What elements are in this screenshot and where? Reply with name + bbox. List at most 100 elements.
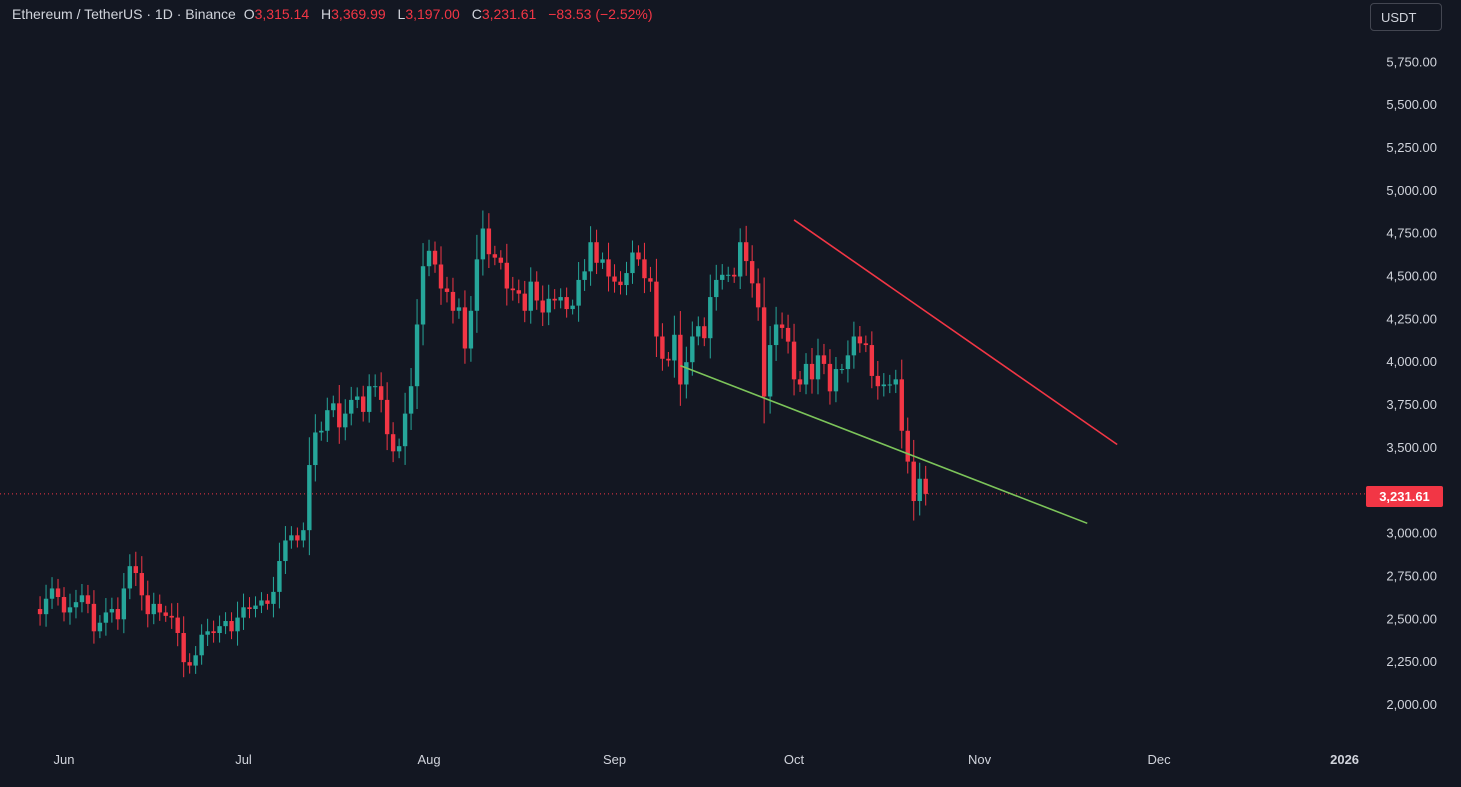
candle bbox=[540, 285, 545, 326]
candle-body bbox=[127, 566, 133, 589]
candle-body bbox=[319, 430, 324, 433]
candle-body bbox=[618, 281, 623, 286]
candle bbox=[361, 385, 366, 422]
candle bbox=[432, 241, 438, 273]
candle-body bbox=[408, 386, 414, 414]
candle-body bbox=[600, 259, 605, 263]
candle bbox=[917, 462, 922, 516]
candle bbox=[845, 340, 851, 383]
x-tick-label: Oct bbox=[784, 752, 805, 767]
candle bbox=[187, 653, 192, 674]
candle bbox=[343, 399, 348, 441]
candle-body bbox=[67, 607, 73, 613]
candle bbox=[175, 602, 180, 647]
candle-body bbox=[534, 281, 539, 301]
candle-body bbox=[133, 566, 139, 574]
candle-body bbox=[726, 274, 731, 276]
candle bbox=[337, 384, 342, 444]
trendlines-layer[interactable] bbox=[680, 219, 1118, 525]
candle bbox=[145, 580, 150, 628]
candle-body bbox=[253, 605, 258, 610]
candle-body bbox=[97, 622, 103, 632]
candle-body bbox=[151, 603, 156, 615]
candle-body bbox=[594, 242, 599, 263]
candle bbox=[785, 314, 791, 354]
candle bbox=[438, 246, 444, 305]
candle-body bbox=[785, 327, 791, 342]
candle-body bbox=[366, 386, 372, 412]
candle-body bbox=[61, 597, 67, 613]
candle bbox=[570, 299, 575, 315]
x-tick-label: Jul bbox=[235, 752, 252, 767]
candle-body bbox=[390, 434, 396, 452]
y-tick-label: 4,750.00 bbox=[1386, 226, 1437, 241]
candle bbox=[755, 268, 761, 321]
candle-body bbox=[809, 363, 815, 380]
candle bbox=[791, 323, 797, 396]
candle bbox=[851, 321, 857, 369]
resistance-trendline[interactable] bbox=[793, 219, 1118, 446]
candle-body bbox=[337, 403, 342, 428]
candle bbox=[169, 603, 174, 629]
candle bbox=[672, 315, 677, 378]
candle-body bbox=[570, 305, 575, 310]
candle-body bbox=[378, 386, 384, 400]
candle bbox=[480, 210, 486, 276]
candle bbox=[85, 584, 91, 614]
candle bbox=[510, 276, 515, 301]
candle bbox=[271, 576, 276, 618]
candle-body bbox=[480, 228, 486, 260]
currency-button[interactable]: USDT bbox=[1370, 3, 1442, 31]
candle-body bbox=[833, 369, 839, 392]
candle-body bbox=[917, 478, 922, 502]
candle-body bbox=[283, 540, 288, 562]
candle bbox=[905, 417, 910, 474]
candle-body bbox=[582, 271, 587, 280]
candle bbox=[73, 589, 79, 619]
support-trendline[interactable] bbox=[680, 364, 1088, 525]
candle-body bbox=[803, 363, 809, 385]
candle-body bbox=[845, 355, 851, 370]
candle-body bbox=[839, 369, 845, 371]
candle-body bbox=[857, 336, 863, 344]
candle bbox=[301, 522, 306, 548]
candle bbox=[109, 597, 115, 623]
candle bbox=[355, 387, 360, 409]
candle-body bbox=[899, 379, 904, 431]
candle bbox=[552, 289, 557, 310]
candle-body bbox=[755, 283, 761, 308]
candle bbox=[576, 262, 581, 322]
candle bbox=[612, 264, 617, 293]
candle bbox=[115, 597, 121, 630]
low-value: 3,197.00 bbox=[405, 6, 460, 22]
candle-body bbox=[211, 631, 216, 634]
symbol-title[interactable]: Ethereum / TetherUS · 1D · Binance bbox=[12, 6, 236, 22]
candle-body bbox=[690, 336, 695, 363]
candle bbox=[558, 288, 563, 309]
candle bbox=[199, 624, 204, 665]
candle bbox=[648, 266, 653, 292]
candle-body bbox=[49, 588, 55, 599]
candle bbox=[49, 577, 55, 609]
y-tick-label: 5,500.00 bbox=[1386, 97, 1437, 112]
high-value: 3,369.99 bbox=[331, 6, 386, 22]
candle bbox=[600, 252, 605, 269]
candle bbox=[714, 264, 719, 311]
y-tick-label: 5,000.00 bbox=[1386, 183, 1437, 198]
candle bbox=[456, 298, 462, 319]
candle-body bbox=[85, 595, 91, 604]
candle-body bbox=[588, 242, 593, 272]
candle bbox=[468, 296, 474, 362]
candle-body bbox=[827, 363, 833, 392]
candle bbox=[803, 353, 809, 395]
candle bbox=[863, 335, 869, 353]
candle-body bbox=[426, 250, 432, 267]
candle-body bbox=[702, 326, 707, 339]
candle-body bbox=[217, 626, 222, 634]
candle-body bbox=[684, 362, 689, 385]
candle bbox=[911, 439, 916, 521]
candle-body bbox=[797, 379, 803, 385]
candle bbox=[37, 596, 43, 626]
